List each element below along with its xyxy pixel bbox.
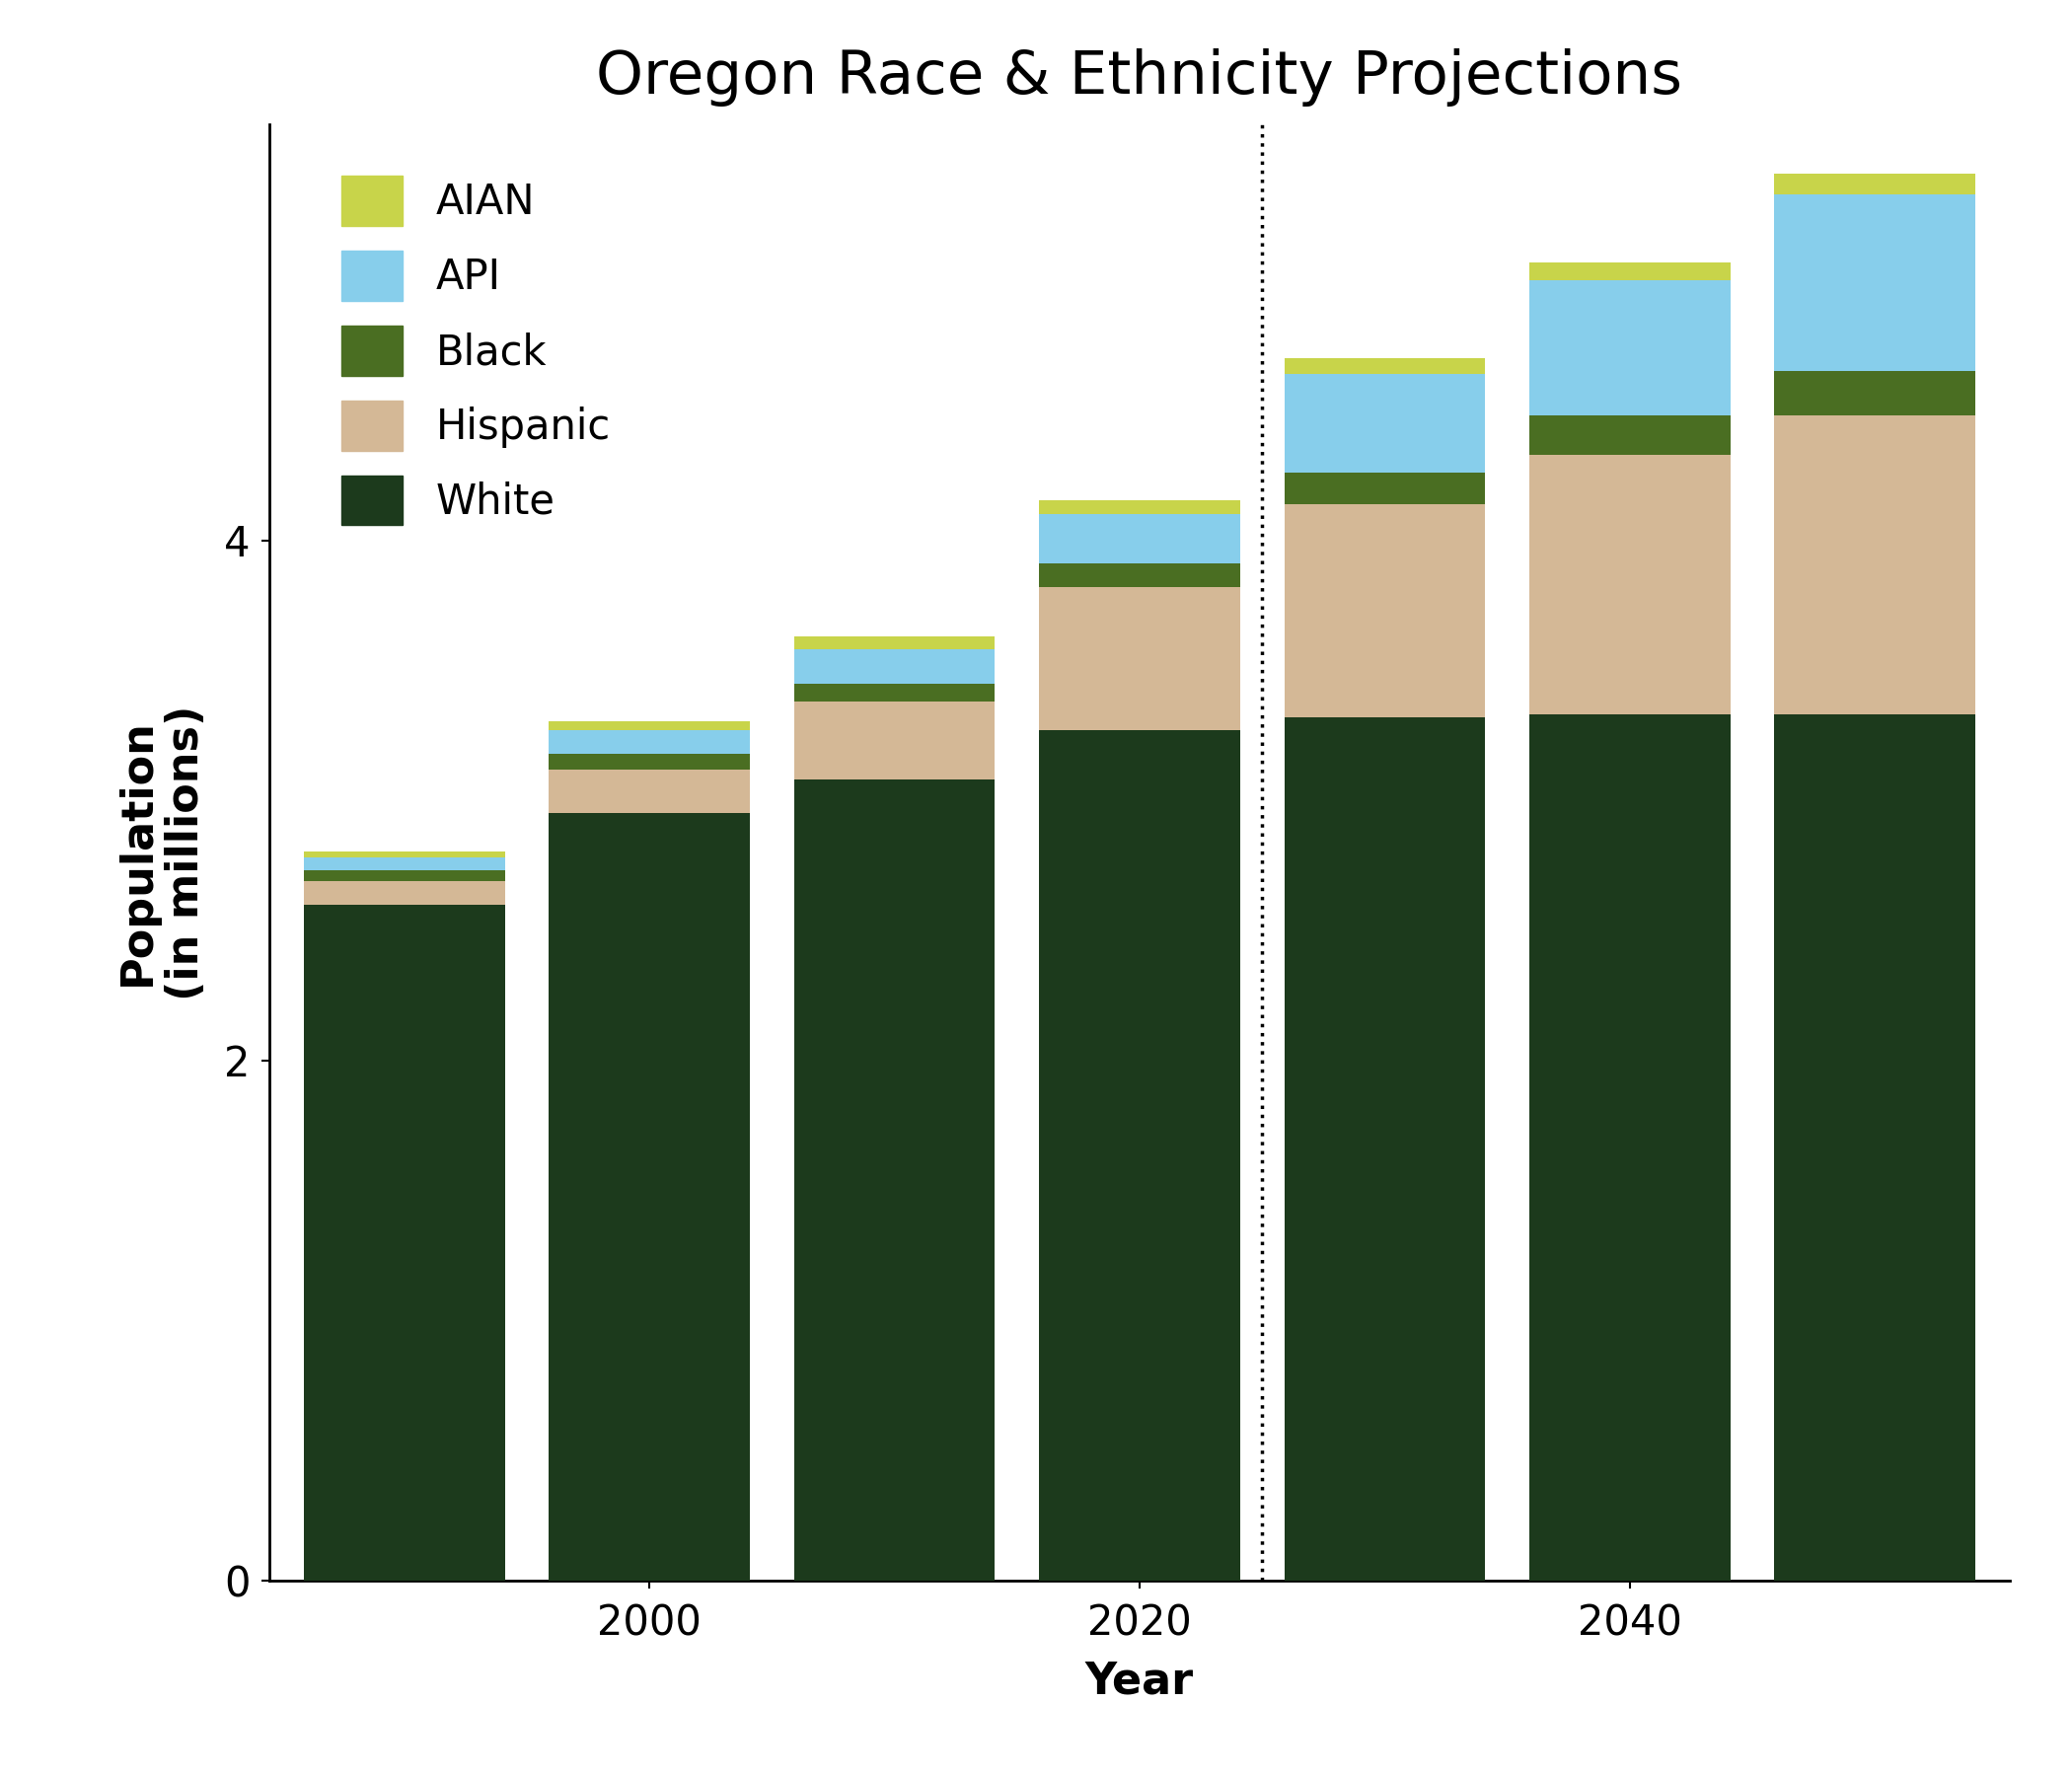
Bar	[549, 721, 750, 730]
Bar	[1774, 174, 1975, 195]
Bar	[794, 780, 995, 1581]
Bar	[1774, 416, 1975, 714]
Bar	[794, 702, 995, 780]
Bar	[305, 858, 506, 870]
Bar	[305, 870, 506, 881]
Bar	[1038, 515, 1241, 563]
Y-axis label: Population
(in millions): Population (in millions)	[116, 705, 207, 1000]
Bar	[1285, 375, 1486, 472]
Bar	[1285, 718, 1486, 1581]
Bar	[549, 813, 750, 1581]
Bar	[1038, 501, 1241, 515]
Bar	[305, 881, 506, 904]
Bar	[549, 769, 750, 813]
Legend: AIAN, API, Black, Hispanic, White: AIAN, API, Black, Hispanic, White	[325, 160, 628, 542]
Bar	[1529, 416, 1730, 455]
Bar	[549, 753, 750, 769]
Bar	[305, 851, 506, 858]
Bar	[305, 904, 506, 1581]
Bar	[1285, 359, 1486, 375]
Bar	[1529, 263, 1730, 281]
Bar	[1038, 588, 1241, 730]
Bar	[1774, 195, 1975, 371]
Bar	[794, 684, 995, 702]
Bar	[794, 650, 995, 684]
Bar	[549, 730, 750, 753]
Bar	[1774, 714, 1975, 1581]
Bar	[794, 636, 995, 650]
Title: Oregon Race & Ethnicity Projections: Oregon Race & Ethnicity Projections	[597, 48, 1682, 107]
Bar	[1774, 371, 1975, 416]
Bar	[1038, 730, 1241, 1581]
Bar	[1529, 281, 1730, 416]
Bar	[1285, 504, 1486, 718]
X-axis label: Year: Year	[1086, 1661, 1193, 1703]
Bar	[1038, 563, 1241, 588]
Bar	[1529, 455, 1730, 714]
Bar	[1285, 472, 1486, 504]
Bar	[1529, 714, 1730, 1581]
